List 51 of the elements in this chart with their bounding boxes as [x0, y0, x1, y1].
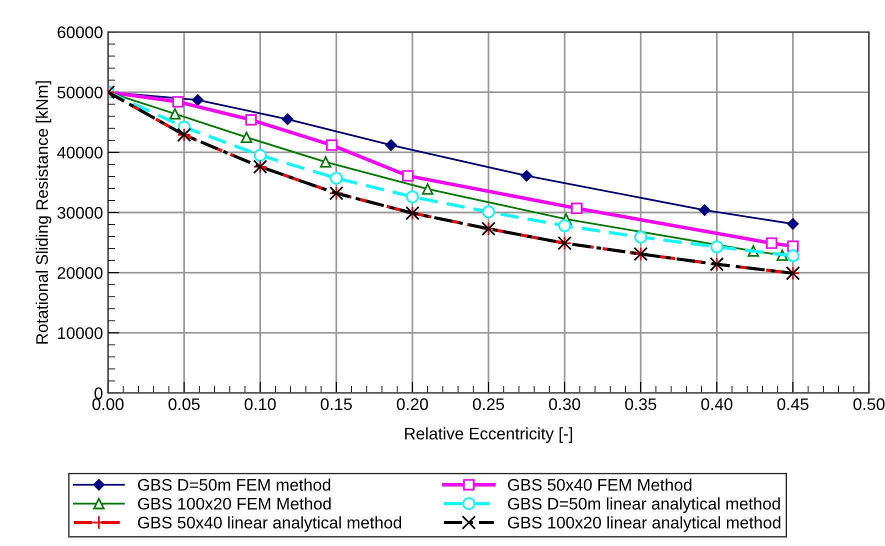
x-tick-label: 0.00 [92, 398, 124, 410]
x-tick-label: 0.05 [168, 398, 200, 410]
point [634, 230, 648, 244]
x-tick-label: 0.30 [549, 398, 580, 410]
point [766, 237, 778, 249]
y-tick-label: 40000 [57, 146, 102, 159]
y-tick-label: 20000 [58, 267, 102, 279]
point [169, 108, 181, 120]
y-tick-label: 30000 [57, 206, 102, 219]
x-tick-label: 0.25 [472, 398, 504, 410]
point [787, 218, 799, 230]
point [786, 249, 800, 262]
x-tick-label: 0.15 [320, 398, 352, 410]
legend-label: GBS 100x20 linear analytical method [508, 516, 780, 532]
point [402, 170, 414, 182]
point [520, 170, 532, 182]
x-tick-label: 0.20 [396, 398, 428, 410]
x-tick-label: 0.35 [625, 398, 656, 410]
point [282, 113, 294, 125]
point [558, 219, 571, 232]
y-tick-label: 60000 [58, 26, 102, 38]
y-tick-label: 0 [94, 387, 102, 400]
point [240, 132, 252, 143]
legend-label: GBS 50x40 linear analytical method [138, 516, 402, 532]
point [254, 148, 267, 162]
point [192, 94, 204, 106]
x-tick-label: 0.10 [244, 398, 276, 410]
legend-label: GBS 50x40 FEM Method [508, 478, 692, 491]
point [422, 183, 434, 195]
x-tick-label: 0.40 [701, 398, 732, 410]
point [406, 190, 419, 204]
point [787, 240, 799, 252]
x-tick-label: 0.50 [853, 398, 885, 410]
point [245, 114, 257, 126]
y-tick-label: 10000 [58, 327, 102, 340]
point [172, 96, 184, 108]
point [710, 240, 724, 254]
legend-label: GBS D=50m linear analytical method [508, 497, 780, 513]
legend-label: GBS 100x20 FEM Method [138, 497, 331, 510]
legend-label: GBS D=50m FEM method [138, 478, 330, 491]
point [330, 172, 343, 185]
point [385, 139, 397, 151]
x-axis-title: Relative Eccentricity [-] [405, 427, 572, 443]
y-tick-label: 50000 [57, 86, 102, 98]
y-axis-title: Rotational Sliding Resistance [kNm] [36, 81, 52, 344]
point [326, 139, 338, 151]
point [698, 204, 710, 216]
point [571, 202, 582, 214]
point [320, 156, 332, 168]
x-tick-label: 0.45 [777, 398, 808, 410]
point [482, 206, 495, 218]
